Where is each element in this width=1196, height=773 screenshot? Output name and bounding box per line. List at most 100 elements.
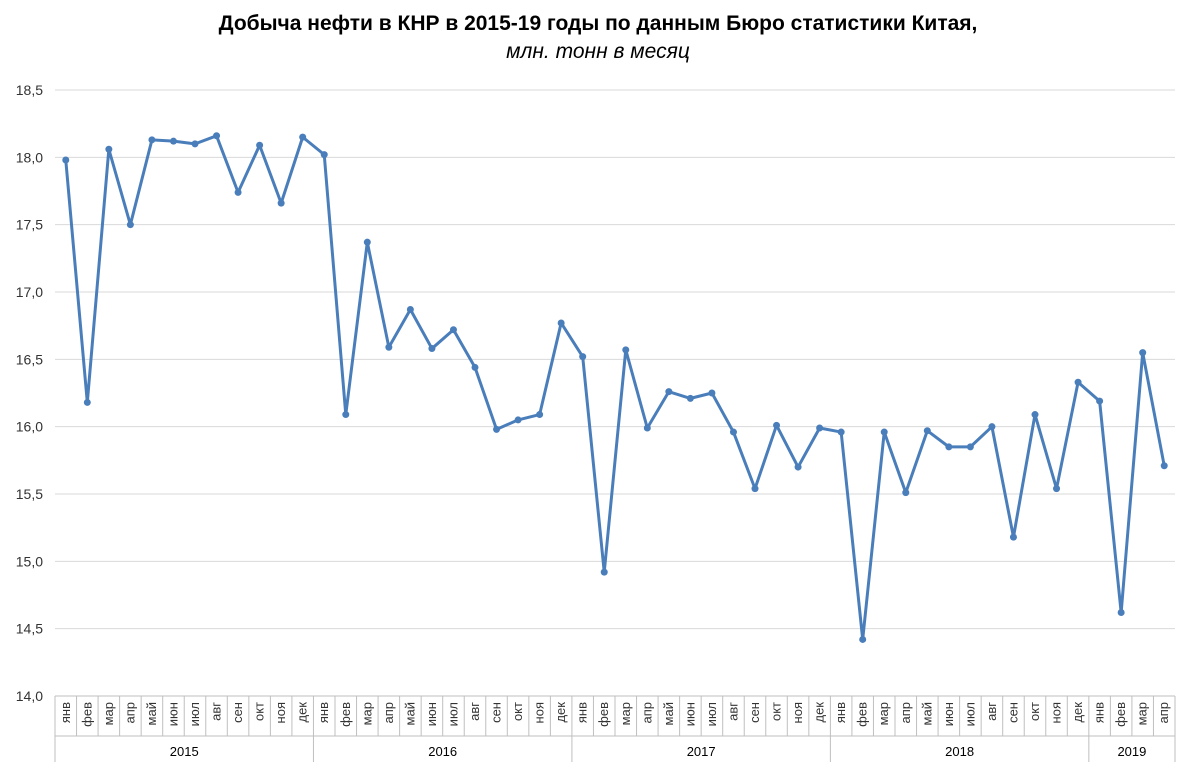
data-point	[320, 151, 328, 159]
data-point	[449, 326, 457, 334]
data-point	[816, 424, 824, 432]
x-tick-label: мар	[1135, 702, 1150, 725]
series-line	[64, 134, 1166, 641]
data-point	[600, 568, 608, 576]
y-tick-label: 14,5	[16, 621, 43, 637]
data-point	[191, 140, 199, 148]
year-label: 2016	[428, 744, 457, 759]
data-point	[277, 199, 285, 207]
data-point	[169, 137, 177, 145]
year-label: 2017	[687, 744, 716, 759]
x-tick-label: фев	[338, 702, 353, 727]
data-point	[83, 398, 91, 406]
x-tick-label: окт	[769, 702, 784, 721]
x-tick-label: ноя	[1049, 702, 1064, 723]
data-point	[213, 132, 221, 140]
data-point	[665, 388, 673, 396]
x-tick-label: янв	[316, 702, 331, 723]
data-point	[385, 343, 393, 351]
x-tick-label: окт	[1027, 702, 1042, 721]
data-point	[363, 238, 371, 246]
chart-subtitle: млн. тонн в месяц	[506, 40, 690, 63]
x-tick-label: мар	[618, 702, 633, 725]
data-point	[471, 363, 479, 371]
x-tick-label: фев	[596, 702, 611, 727]
data-point	[945, 443, 953, 451]
x-tick-label: янв	[833, 702, 848, 723]
x-tick-label: янв	[1092, 702, 1107, 723]
x-tick-label: апр	[381, 702, 396, 724]
x-tick-label: янв	[58, 702, 73, 723]
data-point	[773, 421, 781, 429]
data-point	[1053, 485, 1061, 493]
data-point	[837, 428, 845, 436]
data-point	[1139, 349, 1147, 357]
x-tick-label: дек	[553, 702, 568, 723]
data-point	[579, 353, 587, 361]
x-tick-label: мар	[876, 702, 891, 725]
y-tick-label: 16,0	[16, 419, 43, 435]
x-tick-label: мар	[101, 702, 116, 725]
chart-title-block: Добыча нефти в КНР в 2015-19 годы по дан…	[0, 12, 1196, 64]
data-point	[751, 485, 759, 493]
x-tick-label: дек	[812, 702, 827, 723]
x-tick-label: ноя	[790, 702, 805, 723]
x-tick-label: авг	[467, 702, 482, 721]
data-point	[988, 423, 996, 431]
x-tick-label: июн	[165, 702, 180, 726]
data-point	[1074, 378, 1082, 386]
x-tick-label: дек	[1070, 702, 1085, 723]
x-tick-label: июл	[704, 702, 719, 726]
data-point	[729, 428, 737, 436]
year-label: 2018	[945, 744, 974, 759]
x-tick-label: мар	[359, 702, 374, 725]
x-tick-label: май	[144, 702, 159, 725]
x-tick-label: май	[402, 702, 417, 725]
data-point	[557, 319, 565, 327]
data-point	[643, 424, 651, 432]
data-point	[342, 411, 350, 419]
data-point	[105, 145, 113, 153]
data-point	[126, 221, 134, 229]
data-point	[1096, 397, 1104, 405]
y-tick-label: 18,5	[16, 82, 43, 98]
data-point	[62, 156, 70, 164]
data-point	[622, 346, 630, 354]
x-tick-label: июл	[187, 702, 202, 726]
data-point	[708, 389, 716, 397]
x-tick-label: май	[919, 702, 934, 725]
data-point	[923, 427, 931, 435]
y-tick-label: 17,5	[16, 217, 43, 233]
data-point	[686, 394, 694, 402]
x-tick-label: фев	[855, 702, 870, 727]
x-tick-label: окт	[252, 702, 267, 721]
x-tick-label: апр	[898, 702, 913, 724]
data-point	[1009, 533, 1017, 541]
x-tick-label: июн	[682, 702, 697, 726]
data-point	[234, 188, 242, 196]
x-tick-label: авг	[209, 702, 224, 721]
x-tick-label: янв	[575, 702, 590, 723]
x-tick-label: фев	[79, 702, 94, 727]
data-point	[859, 635, 867, 643]
data-point	[256, 141, 264, 149]
y-tick-label: 15,0	[16, 553, 43, 569]
x-tick-label: июн	[941, 702, 956, 726]
y-tick-label: 15,5	[16, 486, 43, 502]
data-point	[880, 428, 888, 436]
y-tick-label: 16,5	[16, 351, 43, 367]
x-tick-label: май	[661, 702, 676, 725]
data-point	[1160, 462, 1168, 470]
year-label: 2019	[1117, 744, 1146, 759]
y-tick-label: 14,0	[16, 688, 43, 704]
data-point	[406, 306, 414, 314]
data-point	[536, 411, 544, 419]
x-tick-label: апр	[639, 702, 654, 724]
data-point	[1117, 609, 1125, 617]
x-tick-label: ноя	[532, 702, 547, 723]
x-tick-label: июл	[962, 702, 977, 726]
x-tick-label: июн	[424, 702, 439, 726]
x-tick-label: сен	[489, 702, 504, 723]
x-tick-label: сен	[1005, 702, 1020, 723]
